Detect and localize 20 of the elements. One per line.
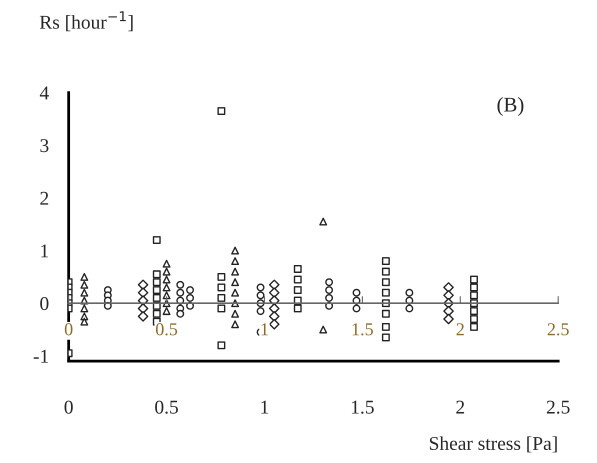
x-tick-label: 0 [64, 400, 73, 414]
x-tick-label: 2 [456, 400, 464, 414]
x2-tick-label: 2.5 [548, 323, 569, 336]
x2-tick-label: 1.5 [352, 323, 373, 336]
y-tick-label: 1 [41, 244, 48, 258]
x-tick-label: 2.5 [546, 400, 570, 414]
x-axis-title: Shear stress [Pa] [430, 436, 557, 452]
x-tick-label: 1.5 [352, 400, 374, 414]
y-tick-label: 0 [40, 297, 48, 310]
x-tick-label: 1 [261, 400, 268, 414]
annotation: (B) [497, 97, 524, 116]
x2-tick-label: 0.5 [156, 323, 178, 336]
y-axis-title: Rs [hour$^{−1}$] [40, 11, 133, 32]
y-tick-label: -1 [34, 350, 48, 363]
x2-tick-label: 2 [456, 323, 464, 336]
x-tick-label: 0.5 [155, 400, 178, 414]
y-tick-label: 3 [40, 139, 48, 152]
y-tick-label: 4 [40, 86, 49, 100]
x2-tick-label: 0 [64, 323, 72, 336]
y-tick-label: 2 [40, 192, 48, 205]
